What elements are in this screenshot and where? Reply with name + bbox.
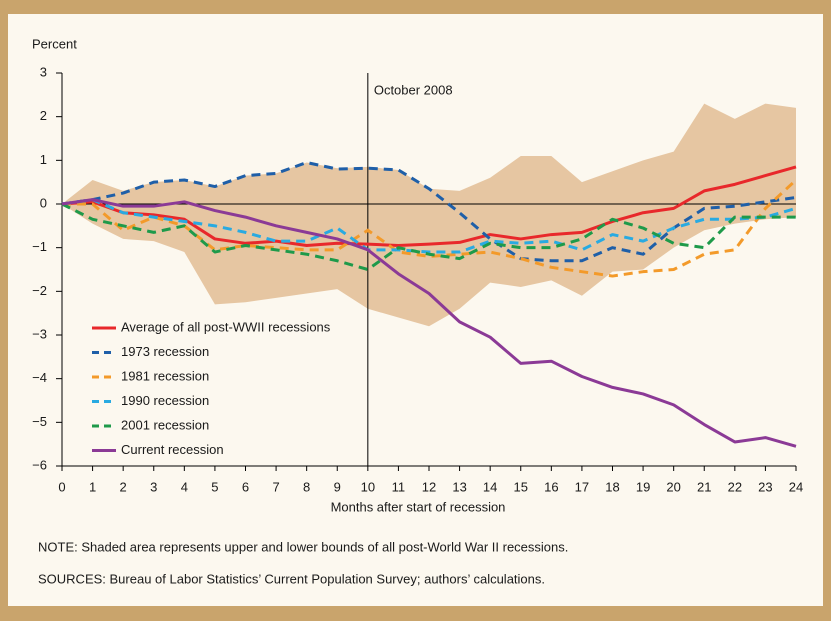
x-tick-label: 13 (452, 479, 466, 494)
y-tick-label: 3 (40, 64, 47, 79)
y-tick-label: −4 (32, 370, 47, 385)
bounds-band (62, 103, 796, 327)
x-tick-label: 7 (272, 479, 279, 494)
x-tick-label: 14 (483, 479, 497, 494)
x-tick-label: 1 (89, 479, 96, 494)
note: NOTE: Shaded area represents upper and l… (38, 539, 568, 554)
x-tick-label: 4 (181, 479, 188, 494)
x-tick-label: 19 (636, 479, 650, 494)
y-tick-label: 1 (40, 152, 47, 167)
x-tick-label: 20 (666, 479, 680, 494)
x-tick-label: 11 (392, 479, 406, 494)
x-tick-label: 12 (422, 479, 436, 494)
x-tick-label: 23 (758, 479, 772, 494)
legend-label: 2001 recession (121, 417, 209, 432)
series-line (61, 198, 797, 448)
series-line (61, 165, 797, 247)
sources: SOURCES: Bureau of Labor Statistics’ Cur… (38, 571, 545, 586)
x-tick-label: 24 (789, 479, 803, 494)
x-tick-label: 17 (575, 479, 589, 494)
y-tick-label: −3 (32, 326, 47, 341)
legend-label: 1990 recession (121, 393, 209, 408)
annotation-label: October 2008 (374, 82, 453, 97)
x-tick-label: 6 (242, 479, 249, 494)
x-tick-label: 0 (58, 479, 65, 494)
x-tick-label: 2 (120, 479, 127, 494)
x-tick-label: 18 (605, 479, 619, 494)
x-tick-label: 16 (544, 479, 558, 494)
x-tick-label: 9 (334, 479, 341, 494)
y-axis-label: Percent (32, 36, 77, 51)
x-tick-label: 5 (211, 479, 218, 494)
x-tick-label: 21 (697, 479, 711, 494)
series-line (61, 202, 796, 271)
x-tick-label: 10 (361, 479, 375, 494)
legend-label: 1973 recession (121, 344, 209, 359)
y-tick-label: −6 (32, 457, 47, 472)
legend-label: Current recession (121, 442, 224, 457)
series-line (61, 198, 797, 254)
y-tick-label: 2 (40, 108, 47, 123)
y-tick-label: −1 (32, 239, 47, 254)
y-tick-label: −2 (32, 283, 47, 298)
legend-label: Average of all post-WWII recessions (121, 319, 331, 334)
x-tick-label: 8 (303, 479, 310, 494)
x-axis-label: Months after start of recession (331, 499, 506, 514)
y-tick-label: −5 (32, 414, 47, 429)
y-tick-label: 0 (40, 195, 47, 210)
x-tick-label: 15 (514, 479, 528, 494)
x-tick-label: 22 (728, 479, 742, 494)
legend-label: 1981 recession (121, 368, 209, 383)
x-tick-label: 3 (150, 479, 157, 494)
